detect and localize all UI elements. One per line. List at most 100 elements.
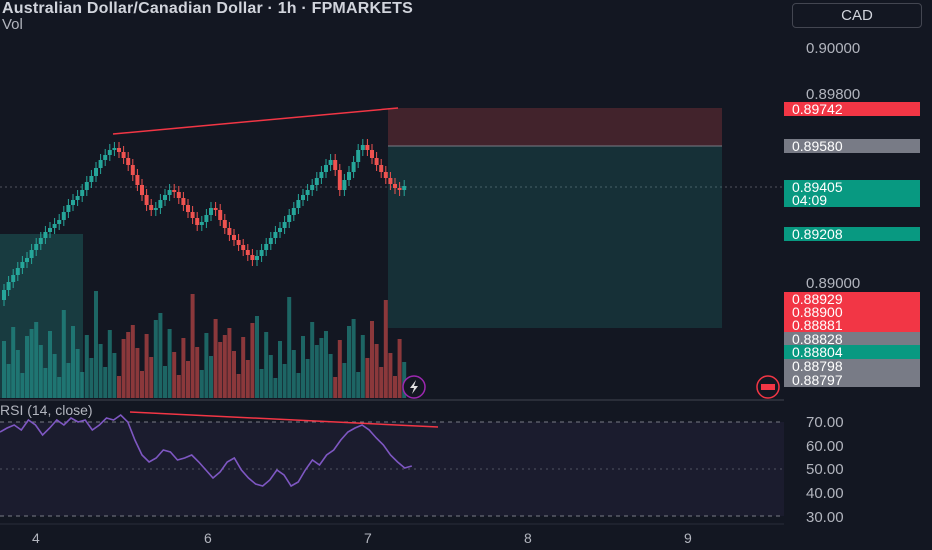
currency-button[interactable]: CAD <box>792 3 922 28</box>
volume-bar <box>360 335 365 398</box>
volume-bar <box>250 323 255 398</box>
candle <box>360 145 365 150</box>
candle <box>20 262 25 268</box>
volume-bar <box>259 369 264 398</box>
price-label: 0.88797 <box>784 373 920 387</box>
volume-bar <box>112 353 117 398</box>
candle <box>209 208 213 215</box>
volume-bar <box>291 350 296 398</box>
candle <box>57 220 62 224</box>
candle <box>153 208 158 210</box>
volume-bar <box>370 321 374 398</box>
volume-bar <box>135 348 140 398</box>
volume-bar <box>103 367 108 398</box>
stop-loss-zone[interactable] <box>388 108 722 146</box>
take-profit-zone[interactable] <box>388 146 722 328</box>
time-tick: 9 <box>684 530 692 546</box>
volume-bar <box>305 359 310 398</box>
volume-bar <box>66 363 71 398</box>
volume-bar <box>255 316 259 398</box>
volume-bar <box>153 320 158 398</box>
volume-bar <box>75 349 80 398</box>
volume-bar <box>236 374 241 398</box>
stop-price-label: 0.89742 <box>784 102 920 116</box>
volume-bar <box>117 376 121 398</box>
volume-bar <box>365 358 370 398</box>
volume-bar <box>80 372 85 398</box>
price-label: 0.88929 <box>784 292 920 306</box>
rsi-trendline[interactable] <box>129 411 439 428</box>
rsi-line[interactable] <box>0 413 413 488</box>
volume-label: Vol <box>2 16 23 33</box>
candle <box>259 250 264 256</box>
volume-bar <box>296 373 301 398</box>
volume-bar <box>282 364 287 398</box>
volume-bar <box>227 328 232 398</box>
candle <box>282 222 287 228</box>
volume-bar <box>333 377 338 398</box>
volume-bar <box>2 341 6 398</box>
rsi-tick: 40.00 <box>806 485 844 502</box>
volume-bar <box>130 325 135 398</box>
volume-bar <box>84 335 89 398</box>
volume-bar <box>176 375 181 398</box>
volume-bar <box>140 371 144 398</box>
candle <box>112 148 117 150</box>
candle <box>121 152 126 158</box>
candle <box>370 150 374 158</box>
time-tick: 4 <box>32 530 40 546</box>
volume-bar <box>149 357 154 398</box>
candle <box>107 150 112 155</box>
volume-bar <box>310 322 315 398</box>
time-tick: 8 <box>524 530 532 546</box>
candle <box>163 195 167 200</box>
candle <box>218 210 223 220</box>
rsi-tick: 60.00 <box>806 438 844 455</box>
price-label: 0.88881 <box>784 318 920 332</box>
entry-price-label: 0.89580 <box>784 139 920 153</box>
volume-bar <box>38 345 43 398</box>
candle <box>264 244 269 250</box>
volume-bar <box>374 344 379 398</box>
volume-bar <box>43 368 48 398</box>
volume-bar <box>11 327 16 398</box>
candle <box>305 190 310 195</box>
candle <box>80 190 85 196</box>
candle <box>89 176 94 182</box>
candle <box>324 165 328 172</box>
candle <box>195 218 200 225</box>
volume-bar <box>172 352 177 398</box>
price-trendline[interactable] <box>112 107 399 135</box>
candle <box>356 150 361 162</box>
candle <box>98 160 103 168</box>
volume-bar <box>351 319 356 398</box>
countdown-label: 04:09 <box>784 193 920 207</box>
candle <box>227 228 232 235</box>
symbol-title[interactable]: Australian Dollar/Canadian Dollar · 1h ·… <box>2 0 413 17</box>
volume-bar <box>232 351 236 398</box>
candle <box>25 258 29 262</box>
volume-bar <box>121 339 126 398</box>
candle <box>71 200 75 205</box>
volume-bar <box>347 326 351 398</box>
candle <box>135 175 140 185</box>
rsi-title[interactable]: RSI (14, close) <box>0 402 93 418</box>
candle <box>255 256 259 260</box>
volume-bar <box>388 353 393 398</box>
candle <box>268 238 273 244</box>
candle <box>337 170 342 190</box>
price-label: 0.88798 <box>784 359 920 373</box>
volume-bar <box>34 322 39 398</box>
candle <box>213 208 218 210</box>
volume-bar <box>397 339 402 398</box>
candle <box>287 215 292 222</box>
volume-bar <box>181 338 186 398</box>
volume-bar <box>61 310 66 398</box>
candle <box>301 195 305 200</box>
candle <box>310 185 315 190</box>
candle <box>48 228 52 232</box>
candle <box>347 172 351 180</box>
price-label: 0.89208 <box>784 227 920 241</box>
candle <box>84 182 89 190</box>
